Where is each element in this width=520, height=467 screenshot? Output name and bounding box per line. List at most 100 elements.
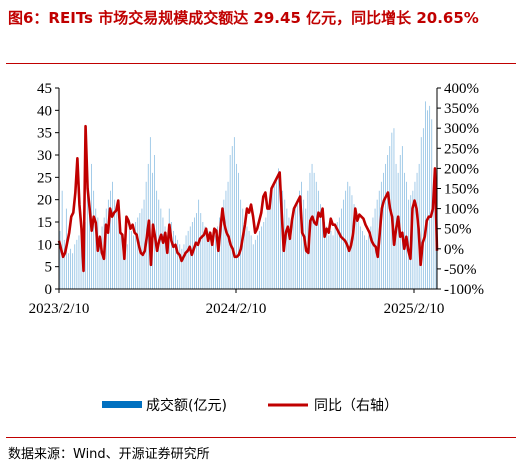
bar [320,204,321,289]
bar [179,244,181,289]
bar [359,226,361,289]
bar [97,217,99,289]
bar [221,208,223,289]
bar [74,244,76,289]
bar [185,235,187,289]
bar [357,222,359,289]
bar [269,199,271,289]
bar [422,128,424,289]
bar [296,199,298,289]
bar [324,222,326,289]
bar [311,163,313,289]
bar [278,168,279,289]
bar [68,253,69,289]
bar [217,226,218,289]
bar [273,181,275,289]
bar [429,105,431,289]
bar [288,217,290,289]
bar [292,217,294,289]
yoy-line [57,124,439,273]
bar [84,222,86,289]
plot-area [57,101,439,290]
bar [263,222,265,289]
bar [93,190,95,289]
bar [225,190,227,289]
bar [259,230,260,289]
y-right-tick-label: 350% [444,101,479,117]
bar [89,199,90,289]
bar [168,208,170,289]
bar [313,172,315,289]
y-right-tick-label: -50% [444,262,477,278]
bar [406,181,407,289]
bar [135,222,137,289]
bar [137,217,139,289]
bar [114,199,116,289]
bar [149,137,151,289]
bar [431,119,433,289]
bar [223,199,225,289]
y-right-tick-label: 300% [444,121,479,137]
bar [177,239,179,289]
bar [233,137,235,289]
bar [118,222,120,289]
bar [236,163,237,289]
bar [238,172,239,289]
bar [99,235,101,289]
combo-chart: 0 5 10 15 20 25 30 35 40 45 -100% -50% 0% 50% 100% 150… [29,81,484,414]
bar [372,217,374,289]
bar [154,155,155,289]
bar [72,253,74,289]
y-left-tick-label: 5 [45,260,53,276]
y-right-tick-label: 150% [444,182,479,198]
bar [95,208,97,289]
bar [250,235,252,289]
bar [349,186,351,289]
y-right-ticks: -100% -50% 0% 50% 100% 150% 200% 250% 300% 350% 40… [437,81,484,298]
bar [420,137,422,289]
bar [271,190,273,289]
line-series [57,124,439,273]
bar [143,199,145,289]
bar [353,204,355,289]
bar [231,146,233,289]
bar [364,235,365,289]
y-right-tick-label: -100% [444,282,484,298]
bar [362,230,363,289]
bar [215,235,216,289]
bar [63,239,65,289]
bar [164,226,166,289]
legend-line-label: 同比（右轴） [314,398,398,414]
bar [116,208,118,289]
y-right-tick-label: 100% [444,202,479,218]
bar [326,226,328,289]
bar [404,172,405,289]
bar [194,217,195,289]
bar [212,244,214,289]
bar [70,248,71,289]
y-left-tick-label: 40 [37,103,52,119]
bar [160,208,162,289]
bar [173,230,174,289]
y-left-tick-label: 20 [37,193,52,209]
bar [334,226,336,289]
bar [229,155,231,289]
bar [252,244,254,289]
y-left-tick-label: 35 [37,126,52,142]
bar [80,226,82,289]
bar [261,226,263,289]
legend: 成交额(亿元) 同比（右轴） [102,397,398,414]
bar [219,217,221,289]
bar [412,190,414,289]
bar [122,235,124,289]
y-left-tick-label: 0 [45,282,53,298]
bar [208,230,210,289]
y-left-ticks: 0 5 10 15 20 25 30 35 40 45 [37,81,59,298]
bar [385,163,386,289]
legend-bar-swatch [102,401,142,408]
bar [366,239,368,289]
bar [383,172,384,289]
bar [343,199,344,289]
bar [322,213,323,289]
bar [189,226,191,289]
